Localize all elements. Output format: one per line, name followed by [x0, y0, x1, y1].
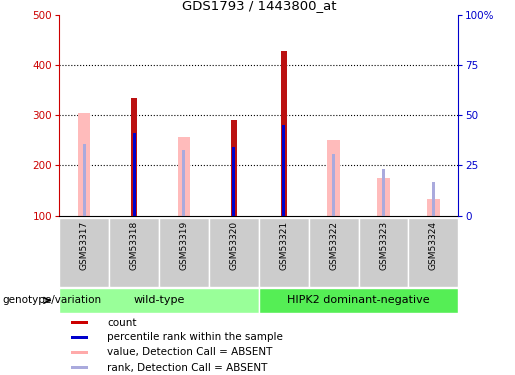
Text: count: count	[107, 318, 136, 327]
Text: GSM53323: GSM53323	[379, 221, 388, 270]
Text: GSM53322: GSM53322	[329, 221, 338, 270]
Bar	[259, 217, 308, 287]
Bar	[281, 51, 287, 216]
Bar	[358, 217, 408, 287]
Bar	[132, 133, 135, 216]
Bar	[308, 217, 358, 287]
Bar	[182, 150, 185, 216]
Bar	[109, 217, 159, 287]
Bar	[71, 321, 88, 324]
Text: genotype/variation: genotype/variation	[3, 296, 101, 305]
Bar	[71, 336, 88, 339]
Bar	[83, 144, 85, 216]
Text: value, Detection Call = ABSENT: value, Detection Call = ABSENT	[107, 348, 272, 357]
Bar	[377, 178, 390, 216]
Bar	[59, 288, 259, 313]
Bar	[159, 217, 209, 287]
Text: GSM53317: GSM53317	[80, 221, 89, 270]
Bar	[328, 140, 340, 216]
Bar	[427, 199, 440, 216]
Bar	[259, 288, 458, 313]
Title: GDS1793 / 1443800_at: GDS1793 / 1443800_at	[182, 0, 336, 12]
Bar	[131, 98, 137, 216]
Bar	[71, 366, 88, 369]
Bar	[282, 125, 285, 216]
Text: wild-type: wild-type	[133, 296, 185, 305]
Bar	[78, 113, 91, 216]
Bar	[209, 217, 259, 287]
Text: GSM53321: GSM53321	[279, 221, 288, 270]
Bar	[71, 351, 88, 354]
Bar	[231, 120, 237, 216]
Bar	[232, 147, 235, 216]
Text: GSM53318: GSM53318	[130, 221, 139, 270]
Text: rank, Detection Call = ABSENT: rank, Detection Call = ABSENT	[107, 363, 267, 372]
Bar	[178, 137, 190, 216]
Bar	[59, 217, 109, 287]
Text: GSM53320: GSM53320	[229, 221, 238, 270]
Text: GSM53319: GSM53319	[179, 221, 188, 270]
Text: GSM53324: GSM53324	[429, 221, 438, 270]
Bar	[432, 182, 435, 216]
Text: HIPK2 dominant-negative: HIPK2 dominant-negative	[287, 296, 430, 305]
Bar	[332, 154, 335, 216]
Bar	[408, 217, 458, 287]
Text: percentile rank within the sample: percentile rank within the sample	[107, 333, 283, 342]
Bar	[382, 170, 385, 216]
